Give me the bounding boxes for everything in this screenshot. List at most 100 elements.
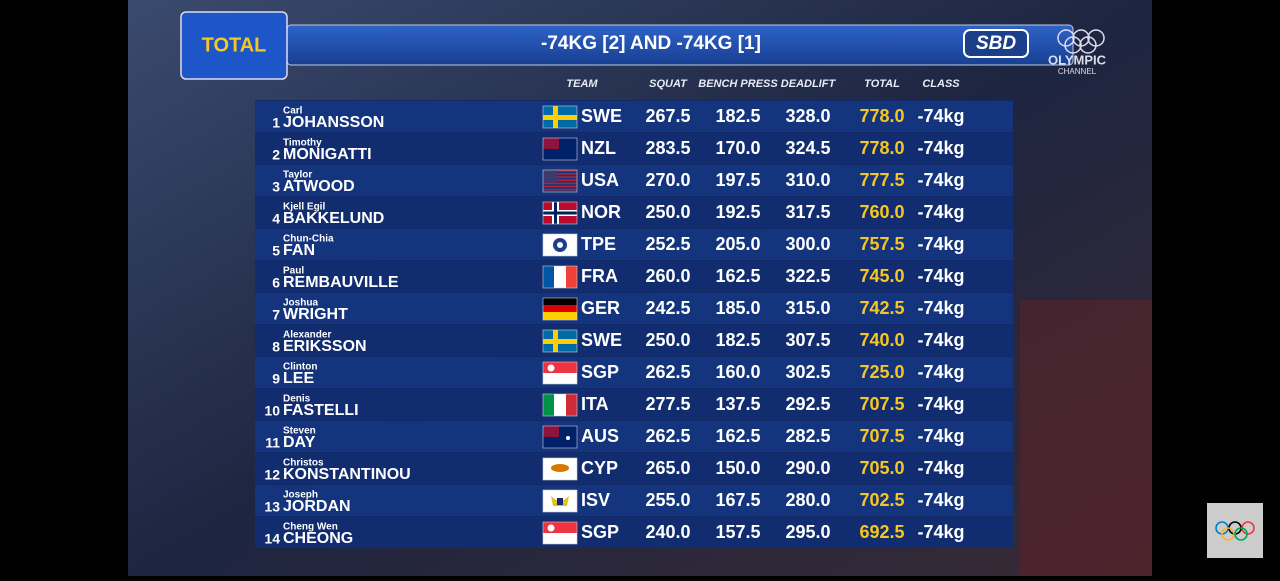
- first-name: Taylor: [283, 170, 312, 181]
- bench: 205.0: [715, 234, 760, 254]
- deadlift: 310.0: [785, 170, 830, 190]
- class: -74kg: [917, 490, 964, 510]
- deadlift: 290.0: [785, 458, 830, 478]
- squat: 270.0: [645, 170, 690, 190]
- column-header: SQUAT: [649, 78, 688, 90]
- deadlift: 292.5: [785, 394, 830, 414]
- deadlift: 295.0: [785, 522, 830, 542]
- team: NOR: [581, 202, 621, 222]
- first-name: Alexander: [283, 330, 331, 341]
- class: -74kg: [917, 330, 964, 350]
- class: -74kg: [917, 522, 964, 542]
- first-name: Denis: [283, 394, 311, 405]
- flag: [542, 425, 578, 449]
- channel: OLYMPIC: [1048, 52, 1107, 67]
- total: 707.5: [859, 394, 904, 414]
- row: [255, 485, 1013, 516]
- flag-band: [543, 362, 577, 373]
- row: [255, 261, 1013, 292]
- deadlift: 302.5: [785, 362, 830, 382]
- badge: [180, 11, 288, 80]
- bench: 197.5: [715, 170, 760, 190]
- squat: 283.5: [645, 138, 690, 158]
- first-name: Clinton: [283, 362, 317, 373]
- channel-sub: CHANNEL: [1058, 67, 1097, 76]
- flag: [542, 297, 578, 321]
- flag-border: [542, 265, 578, 289]
- flag-band: [543, 312, 577, 320]
- bench: 137.5: [715, 394, 760, 414]
- total: 705.0: [859, 458, 904, 478]
- flag-border: [542, 489, 578, 513]
- flag-shield: [557, 498, 563, 505]
- flag: [542, 361, 578, 385]
- squat: 262.5: [645, 426, 690, 446]
- flag-border: [542, 137, 578, 161]
- last-name: BAKKELUND: [283, 210, 384, 227]
- flag-border: [542, 297, 578, 321]
- badge-text: TOTAL: [202, 34, 267, 56]
- flag-border: [542, 105, 578, 129]
- first-name: Paul: [283, 266, 304, 277]
- squat: 265.0: [645, 458, 690, 478]
- flag-band: [566, 266, 577, 288]
- total: 777.5: [859, 170, 904, 190]
- deadlift: 324.5: [785, 138, 830, 158]
- team: USA: [581, 170, 619, 190]
- total: 702.5: [859, 490, 904, 510]
- flag: [542, 105, 578, 129]
- first-name: Joseph: [283, 490, 318, 501]
- total: 725.0: [859, 362, 904, 382]
- flag-stripe: [543, 170, 577, 172]
- class: -74kg: [917, 426, 964, 446]
- flag-canton: [543, 170, 557, 182]
- sponsor: SBD: [976, 33, 1016, 54]
- team: SWE: [581, 330, 622, 350]
- first-name: Carl: [283, 106, 303, 117]
- class: -74kg: [917, 458, 964, 478]
- rank: 8: [272, 339, 280, 355]
- deadlift: 315.0: [785, 298, 830, 318]
- flag: [542, 201, 578, 225]
- class: -74kg: [917, 362, 964, 382]
- flag: [542, 489, 578, 513]
- row: [255, 421, 1013, 452]
- team: SGP: [581, 522, 619, 542]
- flag-moon: [547, 364, 555, 372]
- rank: 3: [272, 179, 280, 195]
- flag-moon: [547, 524, 555, 532]
- flag-border: [542, 393, 578, 417]
- deadlift: 282.5: [785, 426, 830, 446]
- title: -74KG [2] AND -74KG [1]: [541, 33, 761, 54]
- team: TPE: [581, 234, 616, 254]
- flag-map: [551, 464, 569, 472]
- row: [255, 197, 1013, 228]
- squat: 262.5: [645, 362, 690, 382]
- flag: [542, 521, 578, 545]
- flag-border: [542, 361, 578, 385]
- row: [255, 229, 1013, 260]
- flag-stripe: [543, 185, 577, 188]
- rank: 1: [272, 115, 280, 131]
- last-name: DAY: [283, 434, 316, 451]
- last-name: REMBAUVILLE: [283, 274, 399, 291]
- flag-star: [566, 436, 570, 440]
- first-name: Cheng Wen: [283, 522, 338, 533]
- row: [255, 453, 1013, 484]
- row: [255, 389, 1013, 420]
- flag-stripe: [543, 173, 577, 175]
- rank: 9: [272, 371, 280, 387]
- flag-border: [542, 169, 578, 193]
- class: -74kg: [917, 106, 964, 126]
- last-name: FAN: [283, 242, 315, 259]
- flag-stripe: [543, 188, 577, 191]
- squat: 242.5: [645, 298, 690, 318]
- deadlift: 300.0: [785, 234, 830, 254]
- total: 760.0: [859, 202, 904, 222]
- squat: 277.5: [645, 394, 690, 414]
- class: -74kg: [917, 266, 964, 286]
- flag-stripe: [543, 182, 577, 185]
- first-name: Joshua: [283, 298, 318, 309]
- rank: 11: [265, 435, 280, 451]
- last-name: WRIGHT: [283, 306, 348, 323]
